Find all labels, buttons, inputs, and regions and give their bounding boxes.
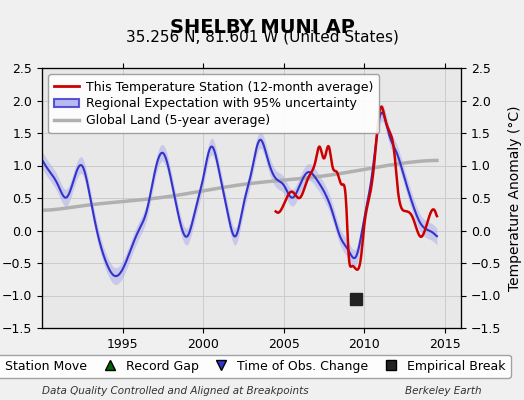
Text: SHELBY MUNI AP: SHELBY MUNI AP: [170, 18, 354, 37]
Text: Data Quality Controlled and Aligned at Breakpoints: Data Quality Controlled and Aligned at B…: [42, 386, 309, 396]
Text: Berkeley Earth: Berkeley Earth: [406, 386, 482, 396]
Legend: This Temperature Station (12-month average), Regional Expectation with 95% uncer: This Temperature Station (12-month avera…: [48, 74, 379, 133]
Y-axis label: Temperature Anomaly (°C): Temperature Anomaly (°C): [508, 105, 522, 291]
Legend: Station Move, Record Gap, Time of Obs. Change, Empirical Break: Station Move, Record Gap, Time of Obs. C…: [0, 355, 511, 378]
Text: 35.256 N, 81.601 W (United States): 35.256 N, 81.601 W (United States): [126, 30, 398, 45]
